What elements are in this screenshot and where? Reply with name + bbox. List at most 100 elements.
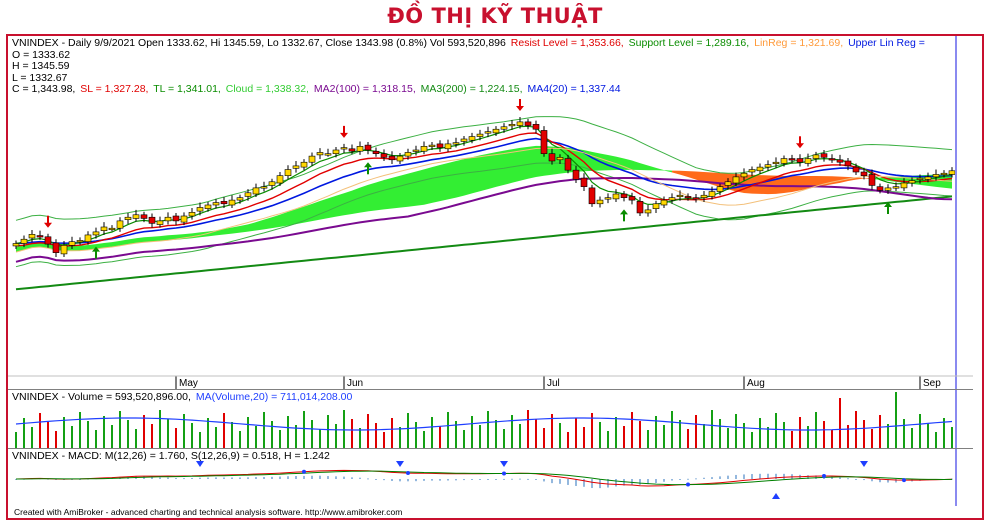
candle-body — [524, 121, 532, 126]
volume-bar — [271, 421, 273, 448]
candle-body — [132, 214, 140, 219]
cloud-segment — [296, 206, 304, 225]
volume-bar — [343, 410, 345, 448]
macd-histogram-bar — [431, 479, 433, 481]
candle-body — [932, 174, 940, 178]
macd-histogram-bar — [263, 477, 265, 479]
volume-bar — [287, 416, 289, 448]
macd-histogram-bar — [951, 478, 953, 480]
candle-body — [644, 209, 652, 214]
volume-bar — [215, 427, 217, 448]
volume-bar — [15, 432, 17, 448]
volume-panel[interactable]: VNINDEX - Volume = 593,520,896.00, MA(Vo… — [8, 389, 973, 449]
macd-histogram-bar — [711, 477, 713, 479]
volume-bar — [31, 427, 33, 448]
volume-bar — [383, 432, 385, 448]
candle-body — [76, 240, 84, 243]
signal-line — [16, 470, 953, 486]
candle-body — [596, 199, 604, 205]
candle-body — [476, 133, 484, 137]
macd-histogram-bar — [607, 479, 609, 488]
volume-bar — [783, 422, 785, 448]
volume-bar — [367, 414, 369, 448]
lower-band-line — [15, 162, 953, 268]
volume-bar — [463, 430, 465, 448]
cloud-segment — [616, 156, 624, 171]
candle-body — [364, 144, 372, 151]
candle-body — [324, 153, 332, 156]
volume-bar — [591, 413, 593, 448]
candle-body — [676, 194, 684, 198]
cloud-segment — [128, 238, 136, 245]
volume-bar — [863, 420, 865, 448]
volume-bar — [295, 425, 297, 448]
cloud-segment — [784, 175, 792, 194]
cloud-segment — [680, 170, 688, 178]
macd-histogram-bar — [703, 477, 705, 479]
price-panel[interactable]: May Jun Jul Aug Sep VNINDEX - Daily 9/9/2021… — [8, 36, 973, 389]
volume-bar — [927, 423, 929, 448]
macd-chart[interactable] — [8, 449, 973, 506]
cloud-segment — [632, 160, 640, 171]
volume-bar — [639, 421, 641, 448]
volume-bar — [543, 428, 545, 448]
volume-bar — [503, 429, 505, 448]
candle-body — [220, 201, 228, 205]
candle-body — [556, 157, 564, 161]
candle-body — [452, 142, 460, 145]
macd-histogram-bar — [423, 479, 425, 481]
macd-histogram-bar — [351, 477, 353, 479]
volume-bar — [583, 427, 585, 448]
sl-line — [15, 132, 953, 247]
volume-bar — [199, 432, 201, 448]
macd-histogram-bar — [207, 477, 209, 479]
price-chart[interactable]: May Jun Jul Aug Sep — [8, 36, 973, 389]
candle-body — [612, 193, 620, 200]
volume-bar — [455, 421, 457, 448]
macd-histogram-bar — [167, 477, 169, 479]
volume-bar — [935, 432, 937, 448]
candle-body — [284, 169, 292, 176]
macd-panel[interactable]: VNINDEX - MACD: M(12,26) = 1.760, S(12,2… — [8, 448, 973, 506]
volume-bar — [831, 430, 833, 448]
buy-arrow-head — [620, 209, 628, 215]
month-label: Jul — [547, 378, 560, 389]
candle-body — [156, 220, 164, 225]
cloud-segment — [168, 234, 176, 241]
volume-bar — [239, 431, 241, 448]
candle-body — [436, 143, 444, 148]
candle-body — [180, 215, 188, 223]
candle-body — [668, 197, 676, 201]
ma3-200-line — [15, 195, 953, 291]
cloud-segment — [824, 176, 832, 186]
cloud-segment — [320, 198, 328, 220]
sell-arrow-head — [796, 143, 804, 149]
legend-tl: TL = 1,341.01, — [153, 83, 221, 95]
cloud-segment — [120, 239, 128, 246]
macd-histogram-bar — [391, 479, 393, 481]
volume-chart[interactable] — [8, 390, 973, 449]
cloud-segment — [344, 190, 352, 216]
candle-body — [548, 153, 556, 162]
candle-body — [244, 192, 252, 197]
candle-body — [380, 153, 388, 158]
candle-body — [796, 158, 804, 163]
macd-histogram-bar — [15, 479, 17, 480]
candle-body — [404, 152, 412, 157]
cloud-segment — [856, 177, 864, 180]
legend-support: Support Level = 1,289.16, — [628, 37, 750, 49]
macd-sell-marker — [500, 461, 508, 467]
page-title: ĐỒ THỊ KỸ THUẬT — [387, 4, 603, 28]
month-label: Jun — [347, 378, 363, 389]
candle-body — [228, 199, 236, 206]
macd-histogram-bar — [199, 477, 201, 479]
candle-body — [628, 196, 636, 201]
volume-bar — [847, 425, 849, 448]
volume-bar — [47, 422, 49, 448]
cloud-segment — [792, 175, 800, 193]
candle-body — [812, 154, 820, 159]
macd-legend: VNINDEX - MACD: M(12,26) = 1.760, S(12,2… — [12, 450, 332, 463]
macd-histogram-bar — [159, 477, 161, 479]
volume-bar — [55, 431, 57, 448]
legend-ma2: MA2(100) = 1,318.15, — [313, 83, 416, 95]
